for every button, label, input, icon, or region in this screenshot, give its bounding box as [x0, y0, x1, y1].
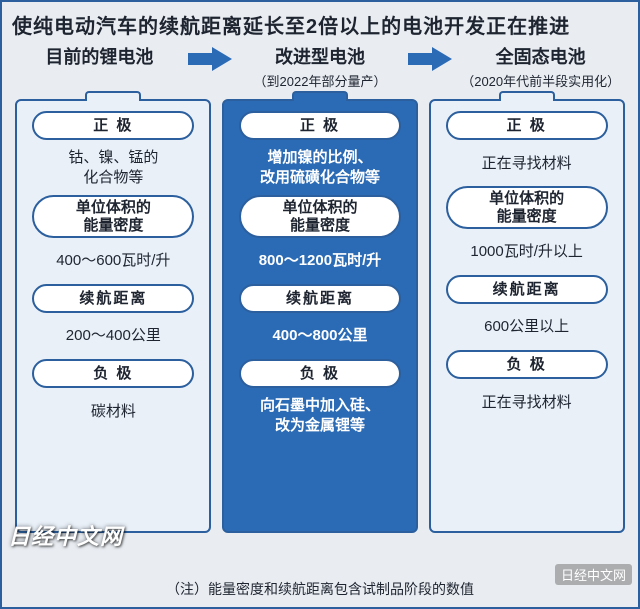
- val-energy-1: 400～600瓦时/升: [54, 242, 172, 280]
- label-anode: 负 极: [32, 359, 194, 388]
- battery-cap-icon: [292, 91, 348, 101]
- col-head-3-sub: （2020年代前半段实用化）: [453, 71, 628, 90]
- col-head-3-title: 全固态电池: [453, 43, 628, 69]
- battery-cap-icon: [499, 91, 555, 101]
- battery-row: 正 极 钴、镍、锰的化合物等 单位体积的能量密度 400～600瓦时/升 续航距…: [2, 99, 638, 573]
- col-head-1-title: 目前的锂电池: [12, 43, 187, 69]
- main-title: 使纯电动汽车的续航距离延长至2倍以上的电池开发正在推进: [2, 2, 638, 43]
- battery-col-2: 正 极 增加镍的比例、改用硫磺化合物等 单位体积的能量密度 800～1200瓦时…: [222, 99, 418, 533]
- val-cathode-3: 正在寻找材料: [480, 144, 574, 182]
- val-energy-3: 1000瓦时/升以上: [468, 233, 585, 271]
- arrow-icon: [187, 43, 233, 71]
- battery-cap-icon: [85, 91, 141, 101]
- col-head-2-sub: （到2022年部分量产）: [233, 71, 408, 90]
- watermark-left: 日经中文网: [8, 519, 123, 551]
- val-range-1: 200～400公里: [64, 317, 163, 355]
- col-head-1: 目前的锂电池: [12, 43, 187, 71]
- label-cathode: 正 极: [32, 111, 194, 140]
- val-range-3: 600公里以上: [482, 308, 571, 346]
- val-range-2: 400～800公里: [270, 317, 369, 355]
- label-cathode: 正 极: [446, 111, 608, 140]
- watermark-right: 日经中文网: [555, 564, 632, 585]
- val-cathode-1: 钴、镍、锰的化合物等: [66, 144, 160, 191]
- infographic-frame: 使纯电动汽车的续航距离延长至2倍以上的电池开发正在推进 目前的锂电池 改进型电池…: [0, 0, 640, 609]
- label-anode: 负 极: [239, 359, 401, 388]
- col-head-3: 全固态电池 （2020年代前半段实用化）: [453, 43, 628, 90]
- battery-col-1: 正 极 钴、镍、锰的化合物等 单位体积的能量密度 400～600瓦时/升 续航距…: [15, 99, 211, 533]
- val-anode-1: 碳材料: [89, 392, 138, 430]
- col-head-2-title: 改进型电池: [233, 43, 408, 69]
- label-energy: 单位体积的能量密度: [446, 186, 608, 229]
- label-cathode: 正 极: [239, 111, 401, 140]
- footnote: （注）能量密度和续航距离包含试制品阶段的数值: [2, 573, 638, 607]
- col-head-2: 改进型电池 （到2022年部分量产）: [233, 43, 408, 90]
- label-range: 续航距离: [32, 284, 194, 313]
- arrow-icon: [407, 43, 453, 71]
- label-range: 续航距离: [446, 275, 608, 304]
- label-anode: 负 极: [446, 350, 608, 379]
- val-cathode-2: 增加镍的比例、改用硫磺化合物等: [258, 144, 382, 191]
- val-anode-2: 向石墨中加入硅、改为金属锂等: [258, 392, 382, 439]
- label-energy: 单位体积的能量密度: [32, 195, 194, 238]
- label-energy: 单位体积的能量密度: [239, 195, 401, 238]
- val-anode-3: 正在寻找材料: [480, 383, 574, 421]
- val-energy-2: 800～1200瓦时/升: [257, 242, 384, 280]
- label-range: 续航距离: [239, 284, 401, 313]
- battery-col-3: 正 极 正在寻找材料 单位体积的能量密度 1000瓦时/升以上 续航距离 600…: [429, 99, 625, 533]
